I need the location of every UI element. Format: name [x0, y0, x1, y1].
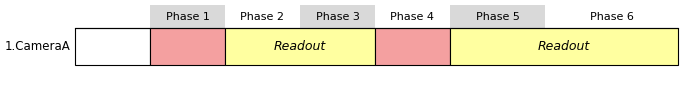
Text: Phase 3: Phase 3	[316, 12, 360, 22]
Text: 1.CameraA: 1.CameraA	[5, 41, 71, 53]
Text: Phase 1: Phase 1	[166, 12, 210, 22]
Text: Phase 2: Phase 2	[240, 12, 284, 22]
Bar	[150, 5, 225, 28]
Text: Phase 6: Phase 6	[590, 12, 634, 22]
Text: Readout: Readout	[538, 40, 590, 53]
Text: Phase 5: Phase 5	[475, 12, 519, 22]
Bar	[300, 5, 375, 28]
Text: Phase 4: Phase 4	[390, 12, 434, 22]
Bar	[150, 28, 225, 65]
Bar	[225, 28, 375, 65]
Bar	[450, 28, 678, 65]
Bar	[75, 28, 150, 65]
Text: Readout: Readout	[274, 40, 326, 53]
Bar	[375, 28, 450, 65]
Bar	[450, 5, 545, 28]
